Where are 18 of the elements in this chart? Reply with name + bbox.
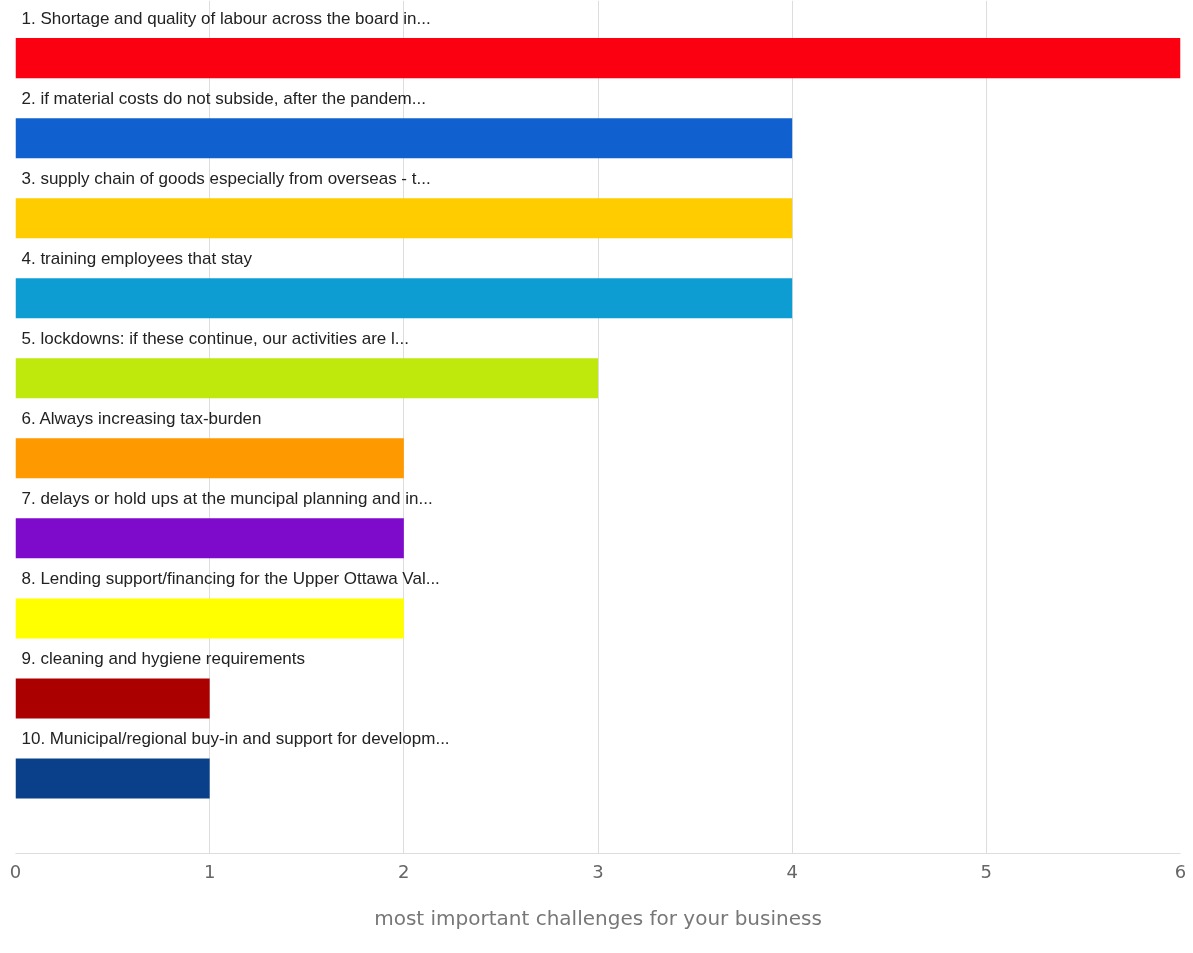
x-tick-label: 4 (786, 860, 798, 882)
x-tick-label: 0 (9, 860, 22, 882)
y-tick-label: 2. if material costs do not subside, after the pandem... (21, 88, 426, 108)
y-tick-label: 3. supply chain of goods especially from overseas - t... (21, 168, 431, 188)
y-tick-label: 10. Municipal/regional buy-in and support for developm... (21, 728, 450, 748)
x-tick-label: 6 (1174, 860, 1187, 882)
x-tick-label: 1 (203, 860, 216, 882)
y-tick-label: 4. training employees that stay (21, 248, 253, 268)
x-tick-label: 2 (398, 860, 410, 882)
x-tick-label: 3 (592, 860, 604, 882)
x-axis-title: most important challenges for your business (374, 905, 822, 930)
y-tick-label: 1. Shortage and quality of labour across the board in... (21, 8, 431, 28)
y-tick-label: 9. cleaning and hygiene requirements (21, 648, 306, 668)
y-tick-label: 7. delays or hold ups at the muncipal planning and in... (21, 488, 433, 508)
x-tick-label: 5 (980, 860, 993, 882)
y-tick-label: 5. lockdowns: if these continue, our activities are l... (21, 328, 409, 348)
y-tick-label: 6. Always increasing tax-burden (21, 408, 262, 428)
y-tick-label: 8. Lending support/financing for the Upper Ottawa Val... (21, 568, 440, 588)
